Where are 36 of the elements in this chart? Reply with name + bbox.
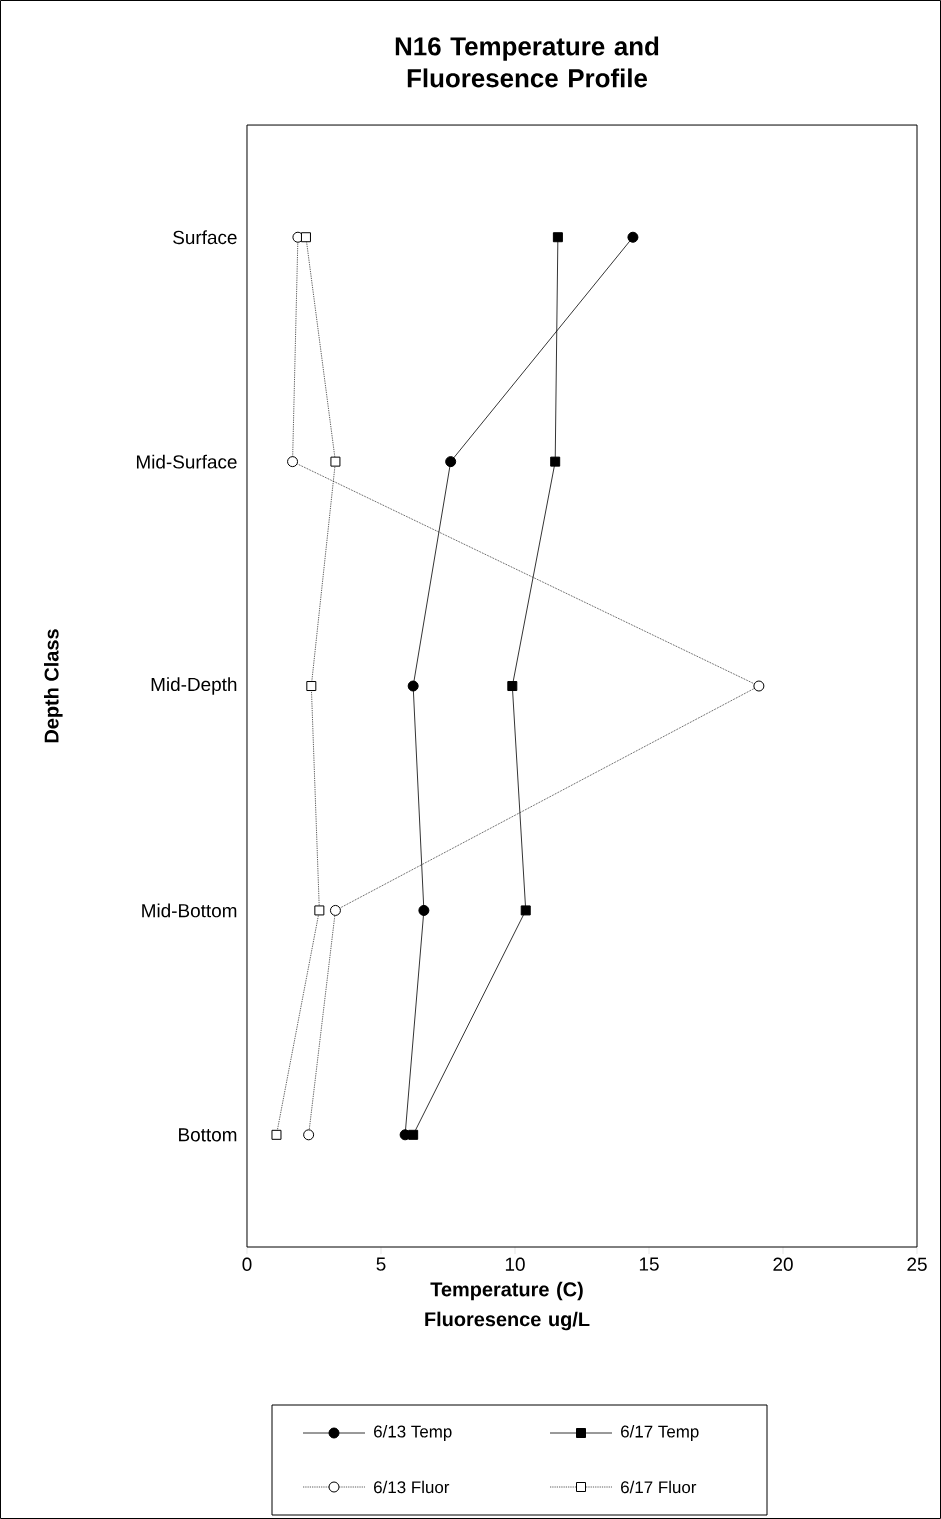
point — [520, 905, 531, 916]
legend-label: 6/13 Temp — [374, 1425, 452, 1441]
point — [418, 904, 430, 916]
point — [445, 456, 457, 468]
chart-title: N16 Temperature and Fluoresence Profile — [395, 36, 659, 88]
point — [306, 681, 317, 692]
x-tick-label: 0 — [242, 1257, 252, 1271]
point — [330, 456, 341, 467]
point — [627, 231, 639, 243]
point — [314, 905, 325, 916]
x-tick-label: 5 — [376, 1257, 386, 1271]
legend-label: 6/13 Fluor — [374, 1480, 450, 1494]
point — [329, 904, 341, 916]
point — [300, 232, 311, 243]
y-tick-label: Mid-Bottom — [142, 903, 237, 918]
y-tick-label: Surface — [173, 230, 237, 245]
point — [287, 456, 299, 468]
x-tick-label: 15 — [639, 1257, 659, 1271]
y-tick-label: Mid-Depth — [151, 677, 237, 695]
legend-label: 6/17 Fluor — [621, 1480, 697, 1494]
point — [550, 456, 561, 467]
y-axis-title: Depth Class — [44, 629, 63, 743]
x-tick-label: 25 — [907, 1257, 927, 1271]
point — [552, 232, 563, 243]
x-axis-title: Temperature (C) Fluoresence ug/L — [425, 1281, 590, 1331]
y-tick-label: Bottom — [179, 1128, 237, 1142]
y-tick-label: Mid-Surface — [136, 454, 237, 469]
point — [408, 1129, 419, 1140]
point — [271, 1129, 282, 1140]
x-tick-label: 20 — [773, 1257, 793, 1271]
point — [753, 680, 765, 692]
point — [507, 681, 518, 692]
x-tick-label: 10 — [505, 1257, 525, 1271]
legend-label: 6/17 Temp — [621, 1425, 699, 1441]
point — [407, 680, 419, 692]
point — [303, 1129, 315, 1141]
